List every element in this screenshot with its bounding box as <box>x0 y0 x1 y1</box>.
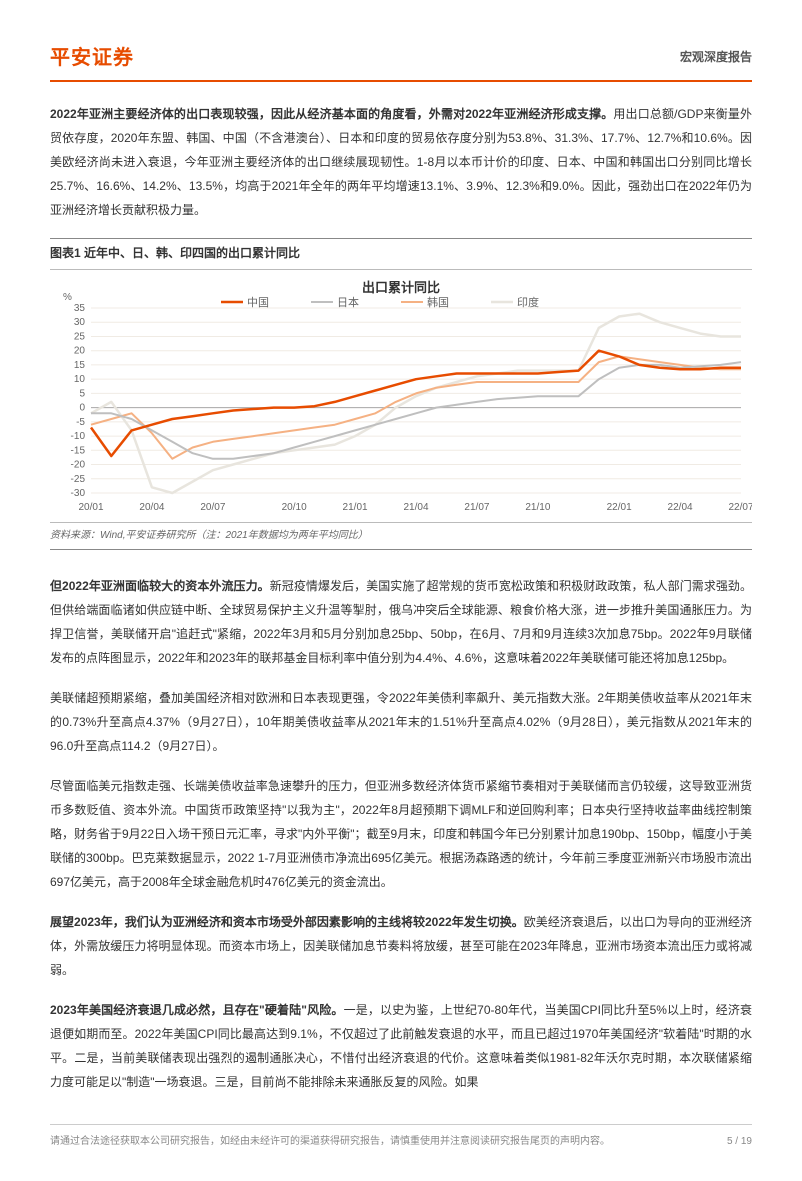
svg-text:20/01: 20/01 <box>78 502 103 513</box>
svg-text:日本: 日本 <box>337 295 359 309</box>
paragraph-3: 美联储超预期紧缩，叠加美国经济相对欧洲和日本表现更强，令2022年美债利率飙升、… <box>50 686 752 758</box>
svg-text:15: 15 <box>74 360 86 371</box>
svg-text:-30: -30 <box>71 488 86 499</box>
footer-page: 5 / 19 <box>727 1133 752 1151</box>
chart1: -30 -25 -20 -15 -10 -5 0 5 10 15 20 25 30 35% 20/01 20/… <box>50 278 752 518</box>
svg-text:5: 5 <box>79 388 85 399</box>
svg-text:中国: 中国 <box>247 296 269 309</box>
para2-bold: 但2022年亚洲面临较大的资本外流压力。 <box>50 579 270 593</box>
svg-text:印度: 印度 <box>517 295 539 309</box>
svg-text:韩国: 韩国 <box>427 295 449 309</box>
svg-text:10: 10 <box>74 374 86 385</box>
paragraph-6: 2023年美国经济衰退几成必然，且存在"硬着陆"风险。一是，以史为鉴，上世纪70… <box>50 998 752 1094</box>
svg-text:-15: -15 <box>71 445 86 456</box>
para6-bold: 2023年美国经济衰退几成必然，且存在"硬着陆"风险。 <box>50 1003 344 1017</box>
svg-text:-20: -20 <box>71 459 86 470</box>
svg-text:-25: -25 <box>71 473 86 484</box>
svg-text:22/04: 22/04 <box>668 502 693 513</box>
chart1-label: 图表1 近年中、日、韩、印四国的出口累计同比 <box>50 238 752 270</box>
svg-text:20/07: 20/07 <box>200 502 225 513</box>
paragraph-5: 展望2023年，我们认为亚洲经济和资本市场受外部因素影响的主线将较2022年发生… <box>50 910 752 982</box>
page-header: 平安证券 宏观深度报告 <box>50 40 752 82</box>
svg-text:20: 20 <box>74 345 86 356</box>
svg-text:20/10: 20/10 <box>282 502 307 513</box>
paragraph-2: 但2022年亚洲面临较大的资本外流压力。新冠疫情爆发后，美国实施了超常规的货币宽… <box>50 574 752 670</box>
para1-bold: 2022年亚洲主要经济体的出口表现较强，因此从经济基本面的角度看，外需对2022… <box>50 107 613 121</box>
footer-disclaimer: 请通过合法途径获取本公司研究报告，如经由未经许可的渠道获得研究报告，请慎重使用并… <box>50 1133 610 1151</box>
svg-text:出口累计同比: 出口累计同比 <box>362 280 440 295</box>
para5-bold: 展望2023年，我们认为亚洲经济和资本市场受外部因素影响的主线将较2022年发生… <box>50 915 524 929</box>
svg-text:20/04: 20/04 <box>139 502 164 513</box>
svg-text:-5: -5 <box>76 416 85 427</box>
svg-text:22/07: 22/07 <box>728 502 752 513</box>
para1-rest: 用出口总额/GDP来衡量外贸依存度，2020年东盟、韩国、中国（不含港澳台）、日… <box>50 107 752 217</box>
chart1-source: 资料来源：Wind,平安证券研究所（注：2021年数据均为两年平均同比） <box>50 522 752 550</box>
svg-text:22/01: 22/01 <box>607 502 632 513</box>
svg-text:0: 0 <box>79 402 85 413</box>
svg-text:21/04: 21/04 <box>403 502 428 513</box>
svg-text:30: 30 <box>74 317 86 328</box>
svg-text:25: 25 <box>74 331 86 342</box>
page-footer: 请通过合法途径获取本公司研究报告，如经由未经许可的渠道获得研究报告，请慎重使用并… <box>50 1124 752 1151</box>
svg-text:35: 35 <box>74 303 86 314</box>
paragraph-4: 尽管面临美元指数走强、长端美债收益率急速攀升的压力，但亚洲多数经济体货币紧缩节奏… <box>50 774 752 894</box>
svg-text:%: % <box>63 292 72 303</box>
logo: 平安证券 <box>50 40 134 76</box>
paragraph-1: 2022年亚洲主要经济体的出口表现较强，因此从经济基本面的角度看，外需对2022… <box>50 102 752 222</box>
svg-text:21/01: 21/01 <box>343 502 368 513</box>
svg-text:-10: -10 <box>71 431 86 442</box>
svg-text:21/10: 21/10 <box>525 502 550 513</box>
report-type: 宏观深度报告 <box>680 47 752 69</box>
svg-text:21/07: 21/07 <box>464 502 489 513</box>
